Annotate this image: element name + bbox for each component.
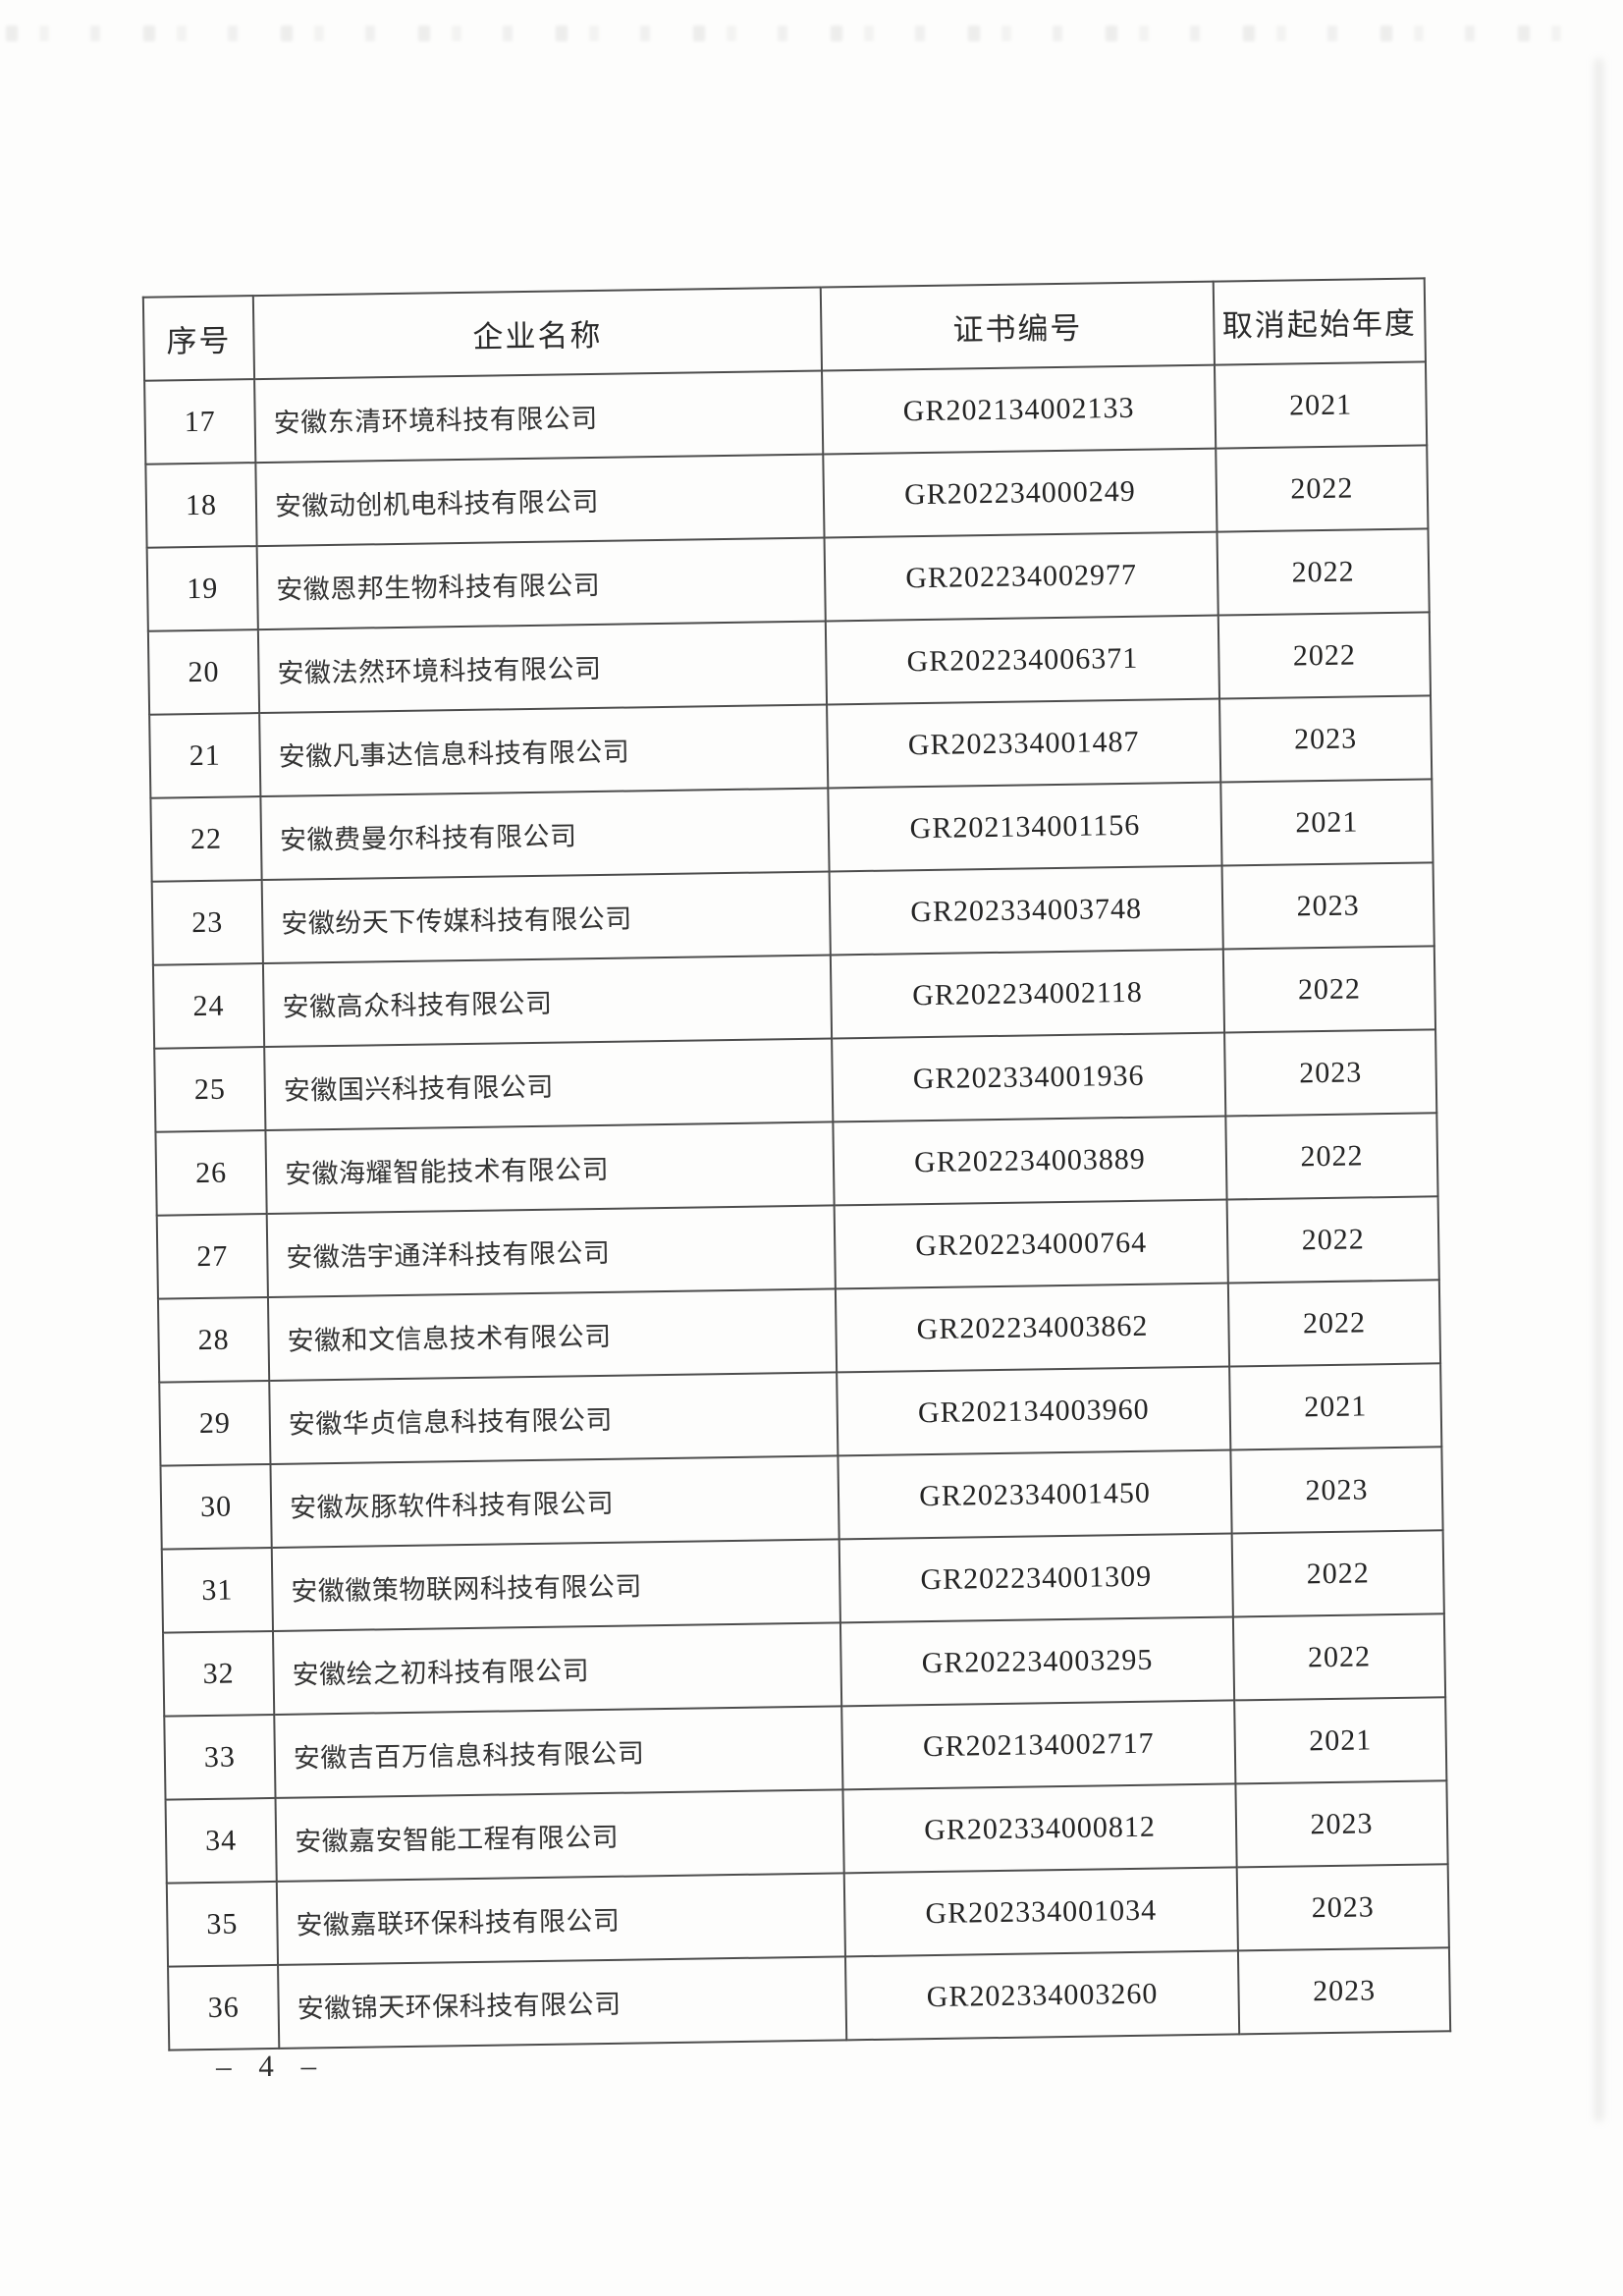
cell-company-name: 安徽吉百万信息科技有限公司 — [274, 1706, 843, 1798]
cell-index: 20 — [147, 629, 260, 715]
table-body: 17 安徽东清环境科技有限公司 GR202134002133 2021 18 安… — [144, 361, 1451, 2050]
cell-company-name: 安徽海耀智能技术有限公司 — [265, 1121, 835, 1215]
cell-index: 29 — [159, 1380, 271, 1466]
cell-certificate-number: GR202134002717 — [841, 1700, 1236, 1790]
cell-certificate-number: GR202234000249 — [823, 448, 1217, 538]
table-row: 36 安徽锦天环保科技有限公司 GR202334003260 2023 — [168, 1947, 1451, 2050]
cell-company-name: 安徽嘉安智能工程有限公司 — [275, 1789, 844, 1882]
cell-certificate-number: GR202234002118 — [830, 949, 1225, 1039]
cell-company-name: 安徽费曼尔科技有限公司 — [260, 788, 830, 881]
cell-index: 30 — [160, 1463, 272, 1550]
cell-certificate-number: GR202234003862 — [835, 1283, 1230, 1373]
cell-index: 27 — [156, 1214, 268, 1299]
scan-noise-top — [6, 26, 1567, 41]
cell-cancel-start-year: 2022 — [1217, 528, 1430, 616]
cell-cancel-start-year: 2022 — [1226, 1196, 1439, 1284]
cell-certificate-number: GR202334001450 — [838, 1449, 1232, 1540]
cell-cancel-start-year: 2023 — [1219, 695, 1433, 783]
cell-company-name: 安徽和文信息技术有限公司 — [267, 1288, 838, 1381]
cell-company-name: 安徽绘之初科技有限公司 — [272, 1622, 842, 1715]
header-certificate-number: 证书编号 — [820, 281, 1215, 371]
cell-cancel-start-year: 2022 — [1232, 1613, 1446, 1701]
cell-certificate-number: GR202134003960 — [837, 1366, 1231, 1456]
cell-cancel-start-year: 2022 — [1217, 612, 1431, 699]
cell-certificate-number: GR202334003748 — [829, 865, 1223, 956]
cell-certificate-number: GR202234003889 — [833, 1116, 1227, 1206]
cell-company-name: 安徽东清环境科技有限公司 — [254, 370, 824, 464]
cell-company-name: 安徽法然环境科技有限公司 — [257, 621, 828, 714]
cell-company-name: 安徽高众科技有限公司 — [262, 955, 833, 1048]
header-cancel-start-year: 取消起始年度 — [1213, 278, 1426, 365]
cell-cancel-start-year: 2021 — [1220, 779, 1434, 866]
cell-index: 23 — [151, 880, 263, 965]
cell-company-name: 安徽国兴科技有限公司 — [264, 1038, 834, 1131]
cell-cancel-start-year: 2022 — [1227, 1280, 1441, 1367]
cell-index: 36 — [168, 1964, 280, 2050]
cell-index: 34 — [165, 1797, 277, 1884]
cell-index: 24 — [152, 963, 265, 1049]
page-number: – 4 – — [215, 2048, 327, 2084]
cell-certificate-number: GR202334000812 — [842, 1783, 1237, 1874]
cell-certificate-number: GR202234001309 — [839, 1533, 1233, 1623]
cell-cancel-start-year: 2023 — [1224, 1029, 1437, 1117]
cell-certificate-number: GR202334001487 — [827, 698, 1221, 789]
header-company-name: 企业名称 — [252, 287, 823, 380]
cell-index: 28 — [157, 1297, 270, 1383]
cell-company-name: 安徽华贞信息科技有限公司 — [269, 1372, 839, 1464]
cell-index: 31 — [161, 1547, 273, 1633]
cell-company-name: 安徽徽策物联网科技有限公司 — [271, 1539, 840, 1631]
cell-company-name: 安徽浩宇通洋科技有限公司 — [266, 1205, 836, 1298]
cell-cancel-start-year: 2022 — [1225, 1113, 1438, 1200]
certificate-cancellation-table: 序号 企业名称 证书编号 取消起始年度 17 安徽东清环境科技有限公司 GR20… — [142, 277, 1451, 2050]
cell-company-name: 安徽动创机电科技有限公司 — [255, 454, 825, 547]
cell-index: 32 — [163, 1630, 275, 1717]
cell-certificate-number: GR202234003295 — [839, 1616, 1235, 1707]
cell-index: 22 — [150, 796, 262, 882]
cell-cancel-start-year: 2023 — [1235, 1780, 1448, 1868]
cell-cancel-start-year: 2023 — [1221, 862, 1434, 950]
table-wrapper: 序号 企业名称 证书编号 取消起始年度 17 安徽东清环境科技有限公司 GR20… — [142, 277, 1451, 2050]
cell-company-name: 安徽恩邦生物科技有限公司 — [256, 537, 826, 630]
cell-company-name: 安徽凡事达信息科技有限公司 — [259, 704, 829, 797]
cell-certificate-number: GR202134001156 — [828, 782, 1222, 872]
cell-cancel-start-year: 2023 — [1230, 1447, 1443, 1534]
cell-cancel-start-year: 2021 — [1229, 1363, 1442, 1450]
cell-index: 17 — [144, 379, 256, 465]
cell-company-name: 安徽嘉联环保科技有限公司 — [276, 1873, 845, 1965]
cell-certificate-number: GR202334003260 — [844, 1950, 1240, 2041]
cell-company-name: 安徽锦天环保科技有限公司 — [278, 1956, 847, 2049]
cell-company-name: 安徽纷天下传媒科技有限公司 — [261, 871, 831, 964]
cell-index: 25 — [154, 1047, 266, 1132]
cell-certificate-number: GR202234000764 — [834, 1199, 1228, 1289]
cell-company-name: 安徽灰豚软件科技有限公司 — [270, 1455, 839, 1548]
cell-index: 33 — [164, 1714, 276, 1800]
header-index: 序号 — [142, 296, 255, 381]
cell-index: 18 — [145, 463, 257, 548]
cell-certificate-number: GR202134002133 — [822, 364, 1217, 455]
cell-cancel-start-year: 2022 — [1222, 946, 1436, 1033]
cell-cancel-start-year: 2023 — [1236, 1864, 1449, 1951]
cell-index: 26 — [155, 1130, 267, 1216]
cell-index: 19 — [146, 546, 258, 631]
cell-cancel-start-year: 2023 — [1237, 1947, 1451, 2035]
cell-index: 35 — [166, 1881, 279, 1967]
cell-index: 21 — [149, 713, 261, 798]
cell-cancel-start-year: 2021 — [1214, 361, 1428, 449]
cell-certificate-number: GR202234002977 — [824, 531, 1218, 622]
cell-cancel-start-year: 2022 — [1231, 1530, 1444, 1617]
scan-noise-right-margin — [1595, 59, 1603, 2121]
cell-cancel-start-year: 2022 — [1216, 445, 1429, 532]
cell-certificate-number: GR202334001034 — [843, 1867, 1238, 1957]
cell-certificate-number: GR202334001936 — [832, 1032, 1226, 1122]
cell-certificate-number: GR202234006371 — [825, 615, 1220, 705]
cell-cancel-start-year: 2021 — [1234, 1697, 1447, 1784]
